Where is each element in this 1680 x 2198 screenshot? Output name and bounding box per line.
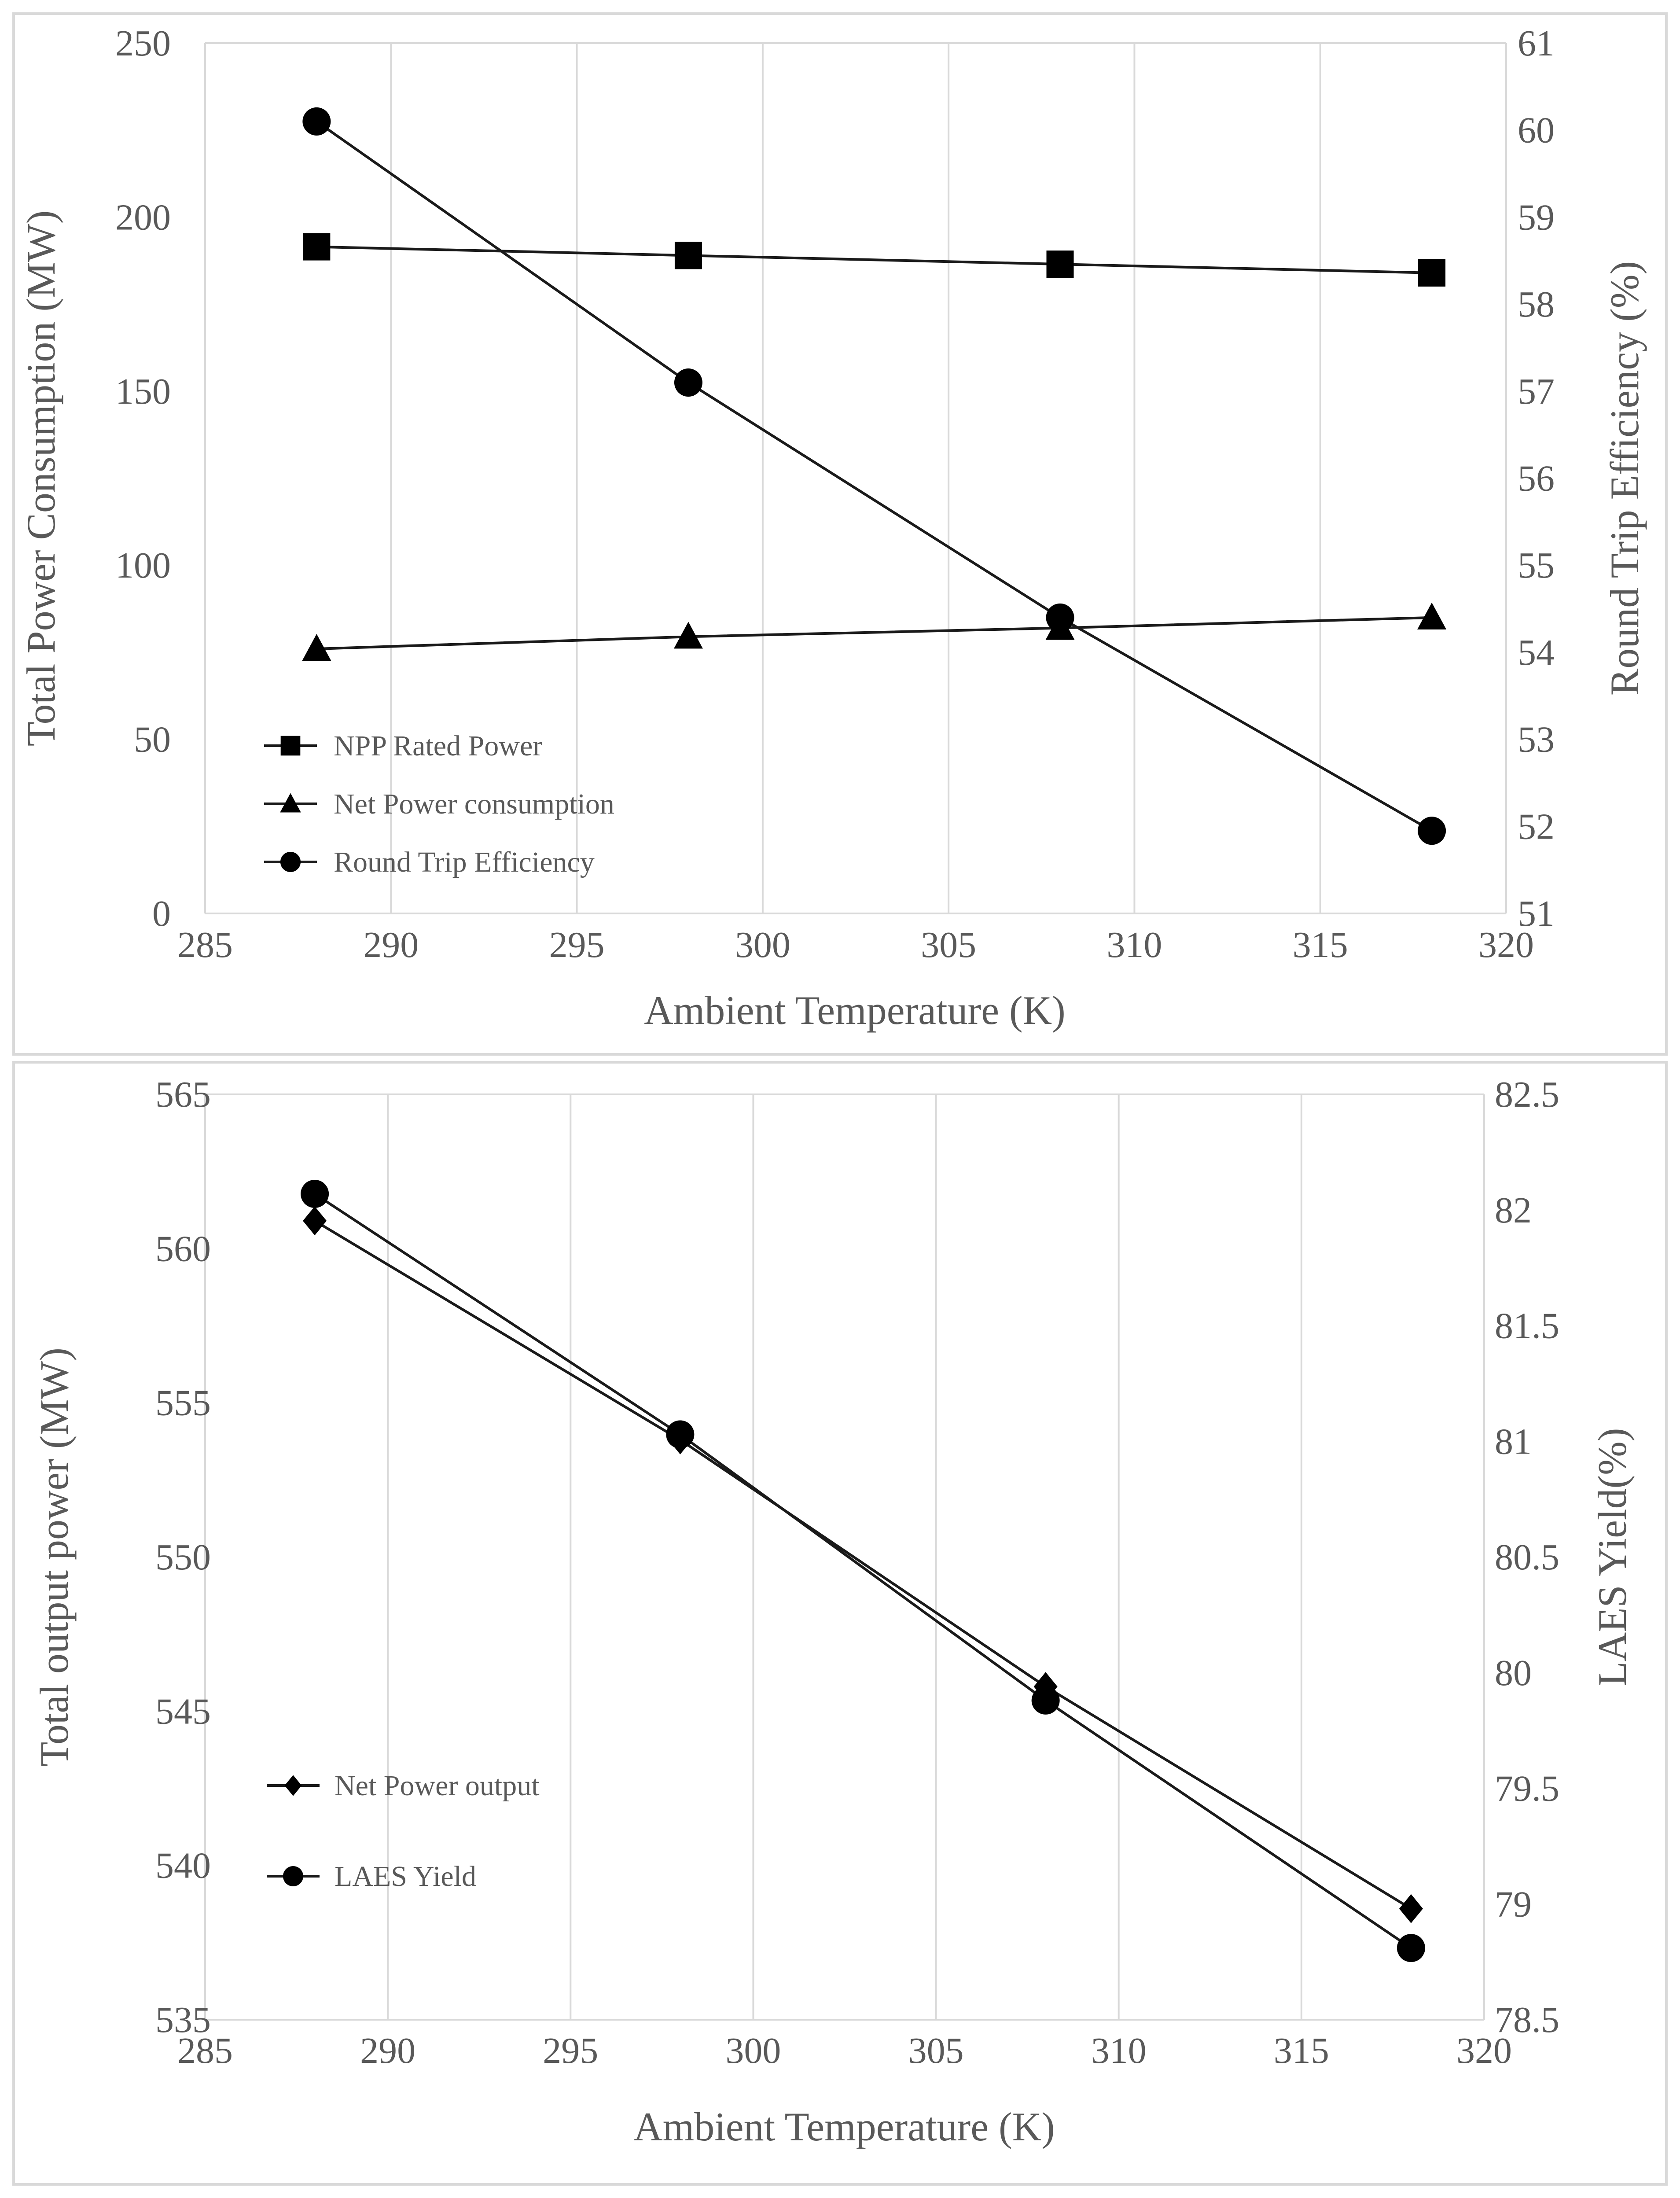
- x-tick-label: 305: [908, 2030, 964, 2071]
- data-point-npp-rated-power: [1046, 250, 1074, 278]
- y-right-tick-label: 79.5: [1495, 1768, 1559, 1809]
- y-right-tick-label: 51: [1518, 893, 1555, 934]
- y-left-tick-label: 50: [134, 719, 171, 760]
- x-tick-label: 285: [177, 924, 233, 965]
- y-left-axis-title: Total Power Consumption (MW): [18, 210, 63, 747]
- x-tick-label: 285: [177, 2030, 233, 2071]
- series-line-npp-rated-power: [316, 245, 1432, 274]
- y-right-axis-title: LAES Yield(%): [1590, 1428, 1635, 1686]
- legend-marker-net-power-output: [284, 1775, 302, 1796]
- data-point-net-power-output: [303, 1206, 327, 1236]
- legend-marker-group: [280, 851, 301, 873]
- legend-marker-group: [283, 1866, 304, 1887]
- data-point-round-trip-efficiency: [302, 107, 331, 136]
- legend-label-net-power-consumption: Net Power consumption: [334, 788, 614, 820]
- x-axis-title: Ambient Temperature (K): [644, 988, 1066, 1033]
- data-point-laes-yield: [1031, 1686, 1060, 1715]
- y-right-tick-label: 53: [1518, 719, 1555, 760]
- y-left-tick-label: 0: [152, 893, 171, 934]
- y-left-tick-label: 535: [155, 1999, 211, 2040]
- y-left-tick-label: 545: [155, 1691, 211, 1732]
- y-left-tick-label: 200: [115, 197, 171, 238]
- data-point-net-power-consumption: [673, 622, 703, 649]
- y-right-axis-title: Round Trip Efficiency (%): [1602, 261, 1647, 696]
- data-point-laes-yield: [1397, 1934, 1425, 1962]
- y-right-tick-label: 82.5: [1495, 1074, 1559, 1115]
- y-right-tick-label: 57: [1518, 371, 1555, 412]
- legend-marker-group: [280, 793, 301, 813]
- y-right-tick-label: 61: [1518, 23, 1555, 64]
- y-left-tick-label: 550: [155, 1537, 211, 1578]
- x-tick-label: 290: [363, 924, 419, 965]
- x-tick-label: 295: [543, 2030, 598, 2071]
- data-point-round-trip-efficiency: [674, 368, 702, 397]
- chart-bottom: 285 290 295 300 305 310 315 320 535 540 545 550 555 5…: [32, 1074, 1635, 2149]
- x-tick-label: 320: [1456, 2030, 1512, 2071]
- series-line-net-power-output: [314, 1219, 1412, 1910]
- y-right-tick-label: 79: [1495, 1884, 1532, 1925]
- y-right-tick-label: 59: [1518, 197, 1555, 238]
- legend-label-round-trip-efficiency: Round Trip Efficiency: [334, 846, 595, 878]
- legend-marker-group: [280, 736, 301, 756]
- x-tick-label: 315: [1274, 2030, 1329, 2071]
- x-tick-label: 305: [921, 924, 976, 965]
- x-tick-label: 320: [1478, 924, 1534, 965]
- y-right-tick-label: 82: [1495, 1190, 1532, 1231]
- series-line-round-trip-efficiency: [316, 120, 1433, 832]
- y-left-tick-label: 100: [115, 545, 171, 586]
- data-point-npp-rated-power: [1418, 259, 1446, 287]
- y-left-tick-label: 250: [115, 23, 171, 64]
- y-right-tick-label: 80: [1495, 1653, 1532, 1694]
- y-left-tick-label: 150: [115, 371, 171, 412]
- y-left-axis-title: Total output power (MW): [32, 1348, 77, 1767]
- legend-marker-npp-rated-power: [280, 736, 301, 756]
- legend-label-laes-yield: LAES Yield: [335, 1860, 476, 1892]
- x-tick-label: 290: [360, 2030, 415, 2071]
- legend-label-net-power-output: Net Power output: [335, 1770, 540, 1802]
- y-right-tick-label: 52: [1518, 806, 1555, 847]
- y-left-tick-label: 540: [155, 1845, 211, 1886]
- data-point-laes-yield: [666, 1420, 695, 1449]
- x-tick-label: 310: [1091, 2030, 1147, 2071]
- legend-marker-round-trip-efficiency: [280, 851, 301, 873]
- y-right-tick-label: 54: [1518, 632, 1555, 673]
- y-right-tick-label: 60: [1518, 110, 1555, 151]
- y-right-tick-label: 81: [1495, 1421, 1532, 1462]
- x-axis-title: Ambient Temperature (K): [633, 2104, 1055, 2149]
- chart-panel-top: 285 290 295 300 305 310 315 320 0 50 100 150 200 250 5…: [12, 12, 1668, 1056]
- data-point-net-power-consumption: [302, 633, 331, 661]
- data-point-net-power-consumption: [1417, 602, 1447, 630]
- x-tick-label: 315: [1293, 924, 1348, 965]
- y-right-tick-label: 55: [1518, 545, 1555, 586]
- y-left-tick-label: 560: [155, 1228, 211, 1269]
- data-point-round-trip-efficiency: [1046, 603, 1074, 632]
- y-left-tick-label: 565: [155, 1074, 211, 1115]
- y-right-tick-label: 80.5: [1495, 1537, 1559, 1578]
- chart-panel-bottom: 285 290 295 300 305 310 315 320 535 540 545 550 555 5…: [12, 1061, 1668, 2186]
- x-tick-label: 300: [735, 924, 790, 965]
- legend-marker-net-power-consumption: [280, 793, 301, 813]
- data-point-round-trip-efficiency: [1418, 817, 1446, 845]
- x-tick-label: 295: [549, 924, 605, 965]
- y-right-tick-label: 81.5: [1495, 1306, 1559, 1347]
- y-right-tick-label: 78.5: [1495, 1999, 1559, 2040]
- data-point-net-power-output: [1399, 1894, 1423, 1923]
- data-point-npp-rated-power: [303, 233, 331, 261]
- y-right-tick-label: 56: [1518, 458, 1555, 499]
- data-point-laes-yield: [301, 1179, 329, 1208]
- y-right-tick-label: 58: [1518, 284, 1555, 325]
- series-line-net-power-consumption: [316, 616, 1432, 650]
- chart-top: 285 290 295 300 305 310 315 320 0 50 100 150 200 250 5…: [18, 23, 1647, 1033]
- legend-label-npp-rated-power: NPP Rated Power: [334, 730, 542, 762]
- x-tick-label: 310: [1107, 924, 1162, 965]
- data-point-npp-rated-power: [674, 242, 702, 269]
- x-tick-label: 300: [725, 2030, 781, 2071]
- y-left-tick-label: 555: [155, 1383, 211, 1424]
- legend-marker-group: [284, 1775, 302, 1796]
- legend-marker-laes-yield: [283, 1866, 304, 1887]
- series-line-laes-yield: [314, 1193, 1412, 1949]
